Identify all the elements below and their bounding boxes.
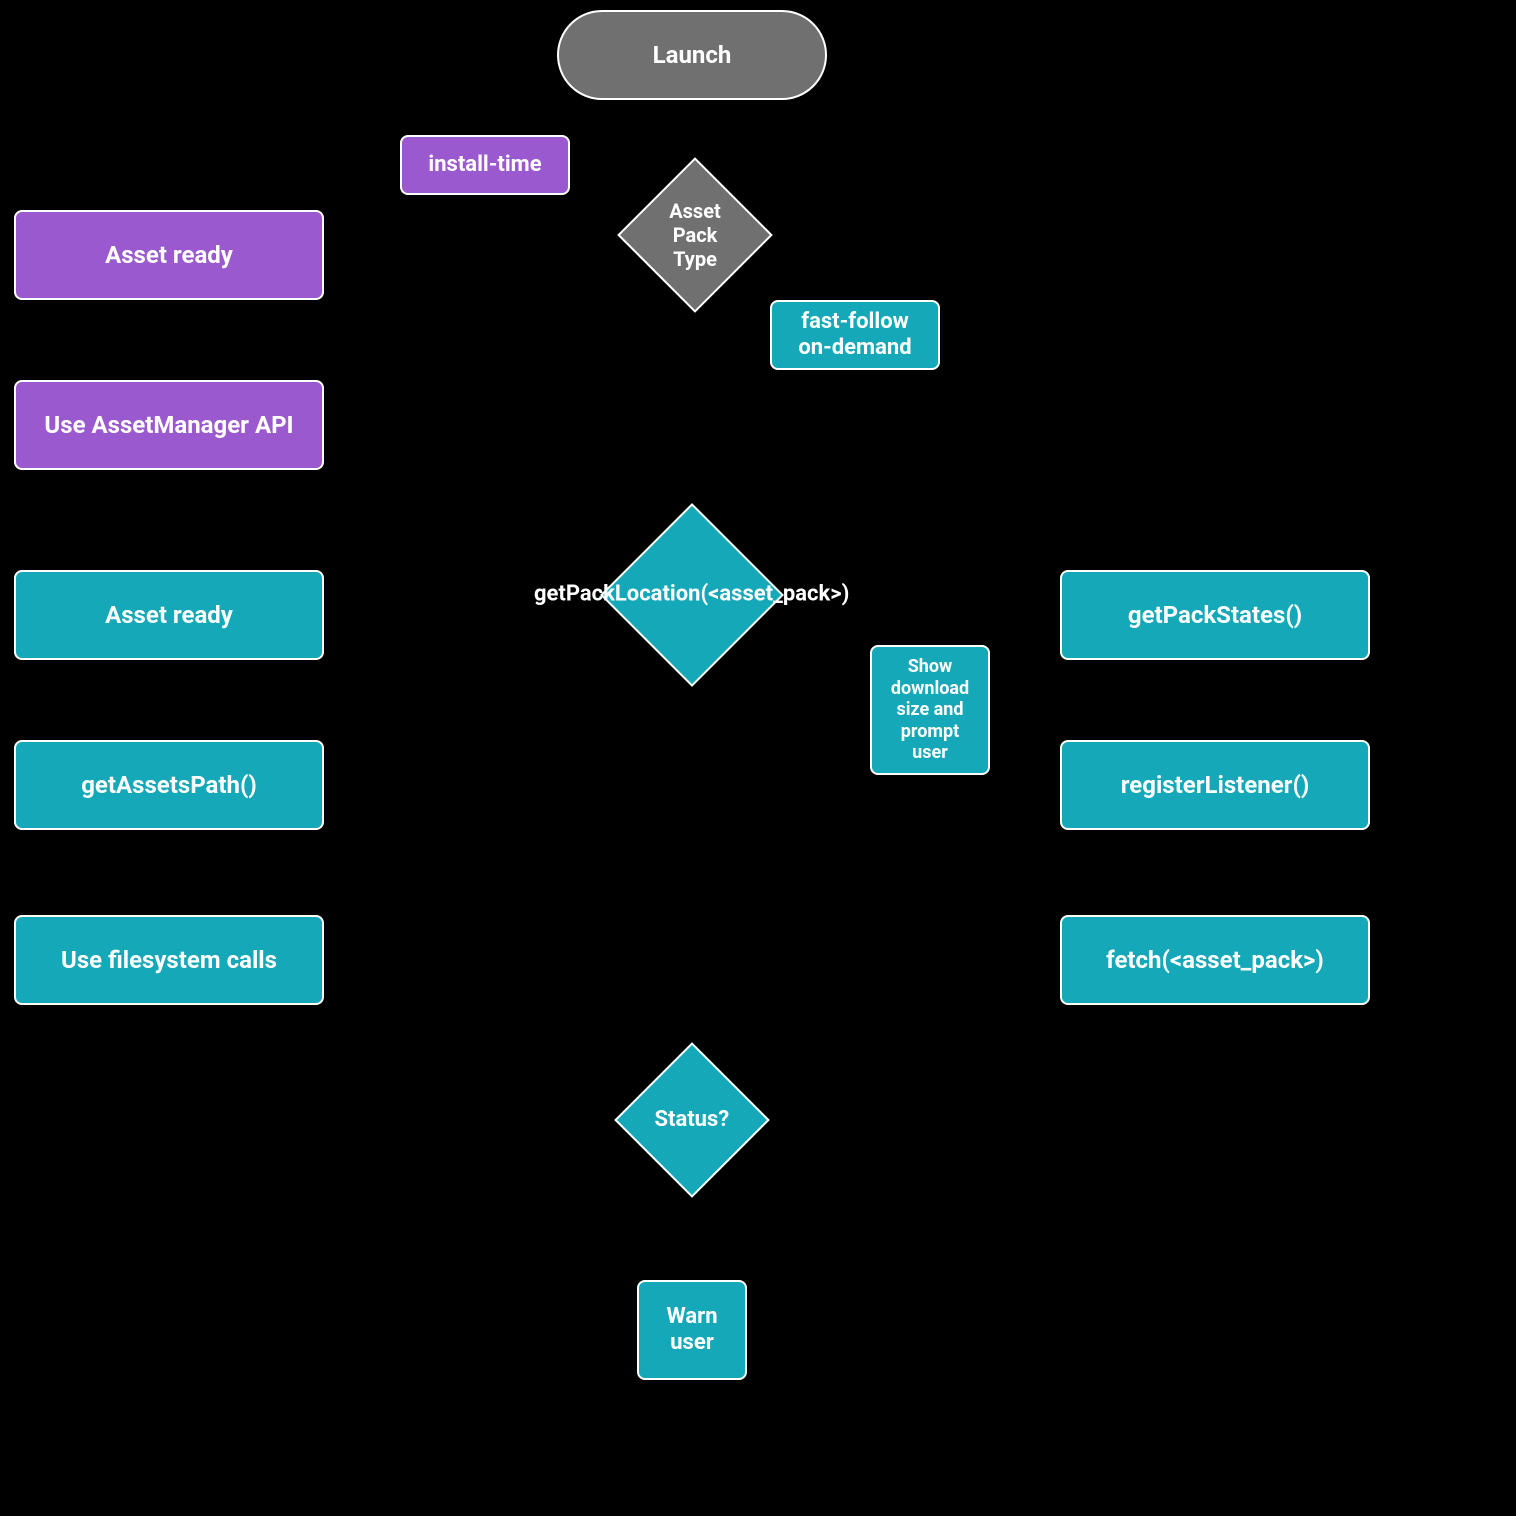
node-label: fetch(<asset_pack>) [1106, 946, 1324, 975]
node-label: Warn user [649, 1304, 735, 1357]
node-install_time: install-time [400, 135, 570, 195]
node-get_pack_location: getPackLocation(<asset_pack>) [600, 503, 784, 687]
node-show_dl: Show download size and prompt user [870, 645, 990, 775]
node-status: Status? [614, 1042, 770, 1198]
node-label: fast-follow on-demand [782, 309, 928, 362]
node-label: Status? [649, 1107, 735, 1133]
node-asset_pack_type: Asset Pack Type [617, 157, 773, 313]
node-label: Use filesystem calls [61, 946, 277, 975]
node-use_am_api: Use AssetManager API [14, 380, 324, 470]
node-label: getAssetsPath() [81, 771, 257, 800]
node-label: install-time [428, 152, 541, 178]
node-warn_user: Warn user [637, 1280, 747, 1380]
node-label: Show download size and prompt user [882, 656, 978, 764]
node-label: getPackLocation(<asset_pack>) [534, 582, 849, 608]
node-register_listener: registerListener() [1060, 740, 1370, 830]
node-asset_ready_p: Asset ready [14, 210, 324, 300]
node-get_pack_states: getPackStates() [1060, 570, 1370, 660]
node-label: Asset ready [105, 241, 233, 270]
node-label: Asset ready [105, 601, 233, 630]
node-label: registerListener() [1121, 771, 1310, 800]
node-launch: Launch [557, 10, 827, 100]
node-label: Use AssetManager API [44, 411, 293, 440]
node-fetch: fetch(<asset_pack>) [1060, 915, 1370, 1005]
node-label: Asset Pack Type [652, 199, 738, 271]
node-use_fs_calls: Use filesystem calls [14, 915, 324, 1005]
node-asset_ready_t: Asset ready [14, 570, 324, 660]
node-label: getPackStates() [1128, 601, 1302, 630]
node-fast_follow: fast-follow on-demand [770, 300, 940, 370]
node-label: Launch [653, 41, 732, 70]
node-get_assets_path: getAssetsPath() [14, 740, 324, 830]
